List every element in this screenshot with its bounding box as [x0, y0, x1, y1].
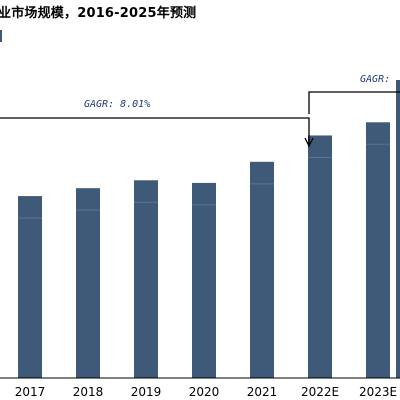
cagr-label-1: GAGR: 8.01% — [84, 99, 150, 110]
bar-2021 — [250, 161, 274, 378]
cagr-annotations: GAGR: 8.01% GAGR: — [0, 74, 400, 148]
x-tick-2021: 2021 — [247, 385, 278, 399]
bar-2022E — [308, 135, 332, 378]
x-tick-2020: 2020 — [189, 385, 220, 399]
bar-2020 — [192, 182, 216, 378]
cagr-bracket-line-1 — [0, 117, 310, 145]
bar-2019 — [134, 180, 158, 378]
legend-swatch — [0, 30, 2, 42]
x-tick-2022E: 2022E — [301, 385, 339, 399]
cagr-arrowhead-1 — [304, 137, 314, 148]
x-tick-2023E: 2023E — [359, 385, 397, 399]
bar-2023E — [366, 122, 390, 378]
bar-2017 — [18, 196, 42, 378]
x-tick-2019: 2019 — [131, 385, 162, 399]
bar-offscreen — [396, 80, 400, 378]
bar-2018 — [76, 188, 100, 378]
x-tick-2018: 2018 — [73, 385, 104, 399]
cagr-label-2: GAGR: — [360, 74, 390, 85]
bars-group — [0, 80, 400, 379]
chart-title: 业市场规模，2016-2025年预测 — [0, 6, 197, 21]
x-tick-2017: 2017 — [15, 385, 46, 399]
cagr-bracket-line-2 — [308, 91, 400, 114]
x-tick-labels: 2017 2018 2019 2020 2021 2022E 2023E — [15, 385, 397, 399]
